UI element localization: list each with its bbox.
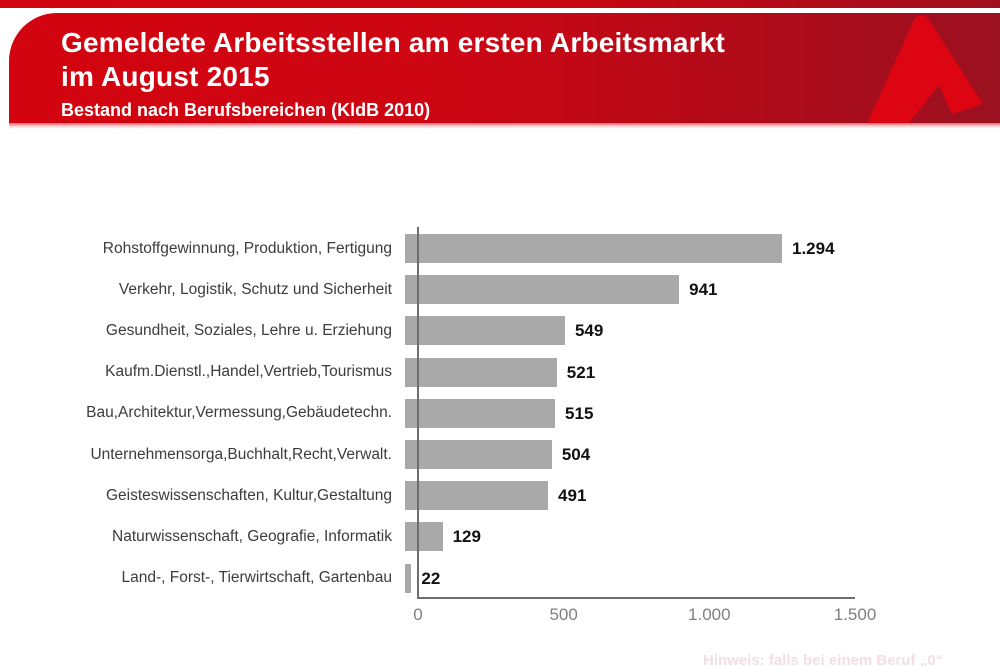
value-label: 549 [574,321,604,341]
category-label: Naturwissenschaft, Geografie, Informatik [112,527,392,545]
bundesagentur-fuer-arbeit-a-logo-icon [867,15,983,123]
bar [405,481,549,511]
banner-bottom-edge [9,123,1000,129]
bar [405,522,443,552]
bar-track: 941 [405,275,845,305]
bar [405,398,556,428]
chart-row: Bau,Architektur,Vermessung,Gebäudetechn.… [60,393,845,434]
y-axis-line [417,227,419,599]
chart-row: Geisteswissenschaften, Kultur,Gestaltung… [60,475,845,516]
bar-track: 1.294 [405,234,845,264]
x-tick-label: 0 [413,605,423,624]
value-label: 521 [566,362,596,382]
bar [405,563,412,593]
bar [405,275,680,305]
value-label: 129 [452,527,481,547]
bar [405,316,565,346]
x-axis-line [417,597,855,599]
footnote: Hinweis: falls bei einem Beruf „0“ [703,652,944,666]
page-title: Gemeldete Arbeitsstellen am ersten Arbei… [61,26,1000,94]
category-label: Unternehmensorga,Buchhalt,Recht,Verwalt. [90,445,392,463]
bar [405,440,552,470]
bar [405,357,557,387]
chart-rows: Rohstoffgewinnung, Produktion, Fertigung… [60,228,845,599]
value-label: 22 [421,568,441,588]
x-tick-label: 1.000 [688,605,731,624]
x-axis-ticks: 0 500 1.000 1.500 [413,605,876,627]
top-red-strip [0,0,1000,8]
chart-row: Gesundheit, Soziales, Lehre u. Erziehung… [60,310,845,351]
bar-track: 515 [405,398,845,428]
chart-row: Naturwissenschaft, Geografie, Informatik… [60,516,845,557]
category-label: Land-, Forst-, Tierwirtschaft, Gartenbau [121,569,393,587]
x-tick-label: 1.500 [833,605,877,624]
x-tick-label: 500 [549,605,578,624]
value-label: 941 [689,280,718,300]
value-label: 491 [558,486,587,506]
value-label: 515 [565,403,594,423]
bar-track: 22 [405,563,845,593]
value-label: 504 [561,445,591,465]
bar [405,234,782,264]
bar-track: 549 [405,316,845,346]
category-label: Kaufm.Dienstl.,Handel,Vertrieb,Tourismus [105,363,392,381]
chart-row: Verkehr, Logistik, Schutz und Sicherheit… [60,269,845,310]
bar-track: 521 [405,357,845,387]
page-title-line1: Gemeldete Arbeitsstellen am ersten Arbei… [61,27,726,58]
bar-track: 504 [405,440,845,470]
header-text-block: Gemeldete Arbeitsstellen am ersten Arbei… [9,13,1000,121]
category-label: Bau,Architektur,Vermessung,Gebäudetechn. [86,404,392,422]
category-label: Rohstoffgewinnung, Produktion, Fertigung [102,239,392,257]
chart-row: Land-, Forst-, Tierwirtschaft, Gartenbau… [60,558,845,599]
category-label: Verkehr, Logistik, Schutz und Sicherheit [118,280,392,298]
chart-row: Kaufm.Dienstl.,Handel,Vertrieb,Tourismus… [60,352,845,393]
bar-track: 129 [405,522,845,552]
chart-row: Unternehmensorga,Buchhalt,Recht,Verwalt.… [60,434,845,475]
category-label: Gesundheit, Soziales, Lehre u. Erziehung [105,321,392,339]
header-banner: Gemeldete Arbeitsstellen am ersten Arbei… [9,13,1000,123]
bar-track: 491 [405,481,845,511]
chart-row: Rohstoffgewinnung, Produktion, Fertigung… [60,228,845,269]
page-subtitle: Bestand nach Berufsbereichen (KldB 2010) [61,100,431,120]
category-label: Geisteswissenschaften, Kultur,Gestaltung [105,486,392,504]
page-title-line2: im August 2015 [61,61,270,92]
value-label: 1.294 [791,239,835,259]
